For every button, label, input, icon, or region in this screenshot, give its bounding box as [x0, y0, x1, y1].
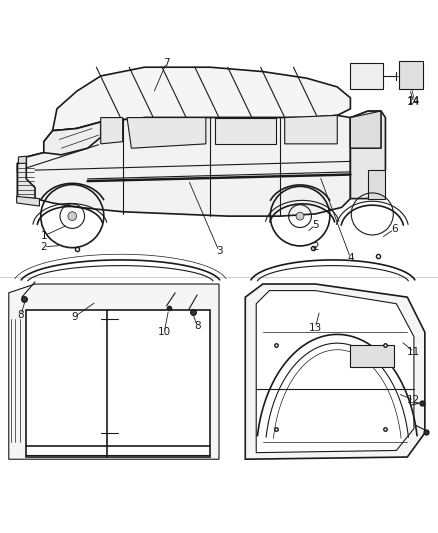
Text: 5: 5: [312, 220, 319, 230]
Text: 6: 6: [391, 224, 398, 235]
Polygon shape: [18, 157, 35, 199]
Text: 10: 10: [158, 327, 171, 337]
Polygon shape: [26, 310, 210, 457]
Text: 8: 8: [194, 321, 201, 330]
Circle shape: [68, 212, 77, 221]
Text: 7: 7: [163, 58, 170, 68]
Polygon shape: [127, 118, 206, 148]
Text: 14: 14: [408, 96, 420, 106]
Text: 9: 9: [71, 312, 78, 322]
Polygon shape: [350, 63, 383, 89]
Text: 2: 2: [312, 242, 319, 252]
Polygon shape: [18, 115, 350, 216]
Polygon shape: [44, 122, 101, 155]
Polygon shape: [350, 111, 381, 148]
Circle shape: [296, 212, 304, 220]
Text: 12: 12: [407, 395, 420, 405]
Text: 14: 14: [407, 97, 420, 107]
Polygon shape: [9, 284, 219, 459]
Polygon shape: [350, 111, 385, 199]
Polygon shape: [256, 290, 414, 453]
Polygon shape: [215, 118, 276, 144]
Polygon shape: [368, 170, 385, 199]
Text: 11: 11: [407, 347, 420, 357]
Text: 8: 8: [18, 310, 25, 320]
Text: 13: 13: [309, 323, 322, 333]
Polygon shape: [18, 156, 26, 164]
Text: 3: 3: [215, 246, 223, 256]
Polygon shape: [18, 138, 101, 181]
Polygon shape: [17, 197, 39, 206]
Polygon shape: [101, 118, 123, 144]
Text: 4: 4: [347, 253, 354, 263]
Polygon shape: [350, 345, 394, 367]
Polygon shape: [399, 61, 423, 89]
Text: 1: 1: [40, 231, 47, 241]
Polygon shape: [285, 115, 337, 144]
Polygon shape: [53, 67, 350, 131]
Polygon shape: [245, 284, 425, 459]
Text: 2: 2: [40, 242, 47, 252]
